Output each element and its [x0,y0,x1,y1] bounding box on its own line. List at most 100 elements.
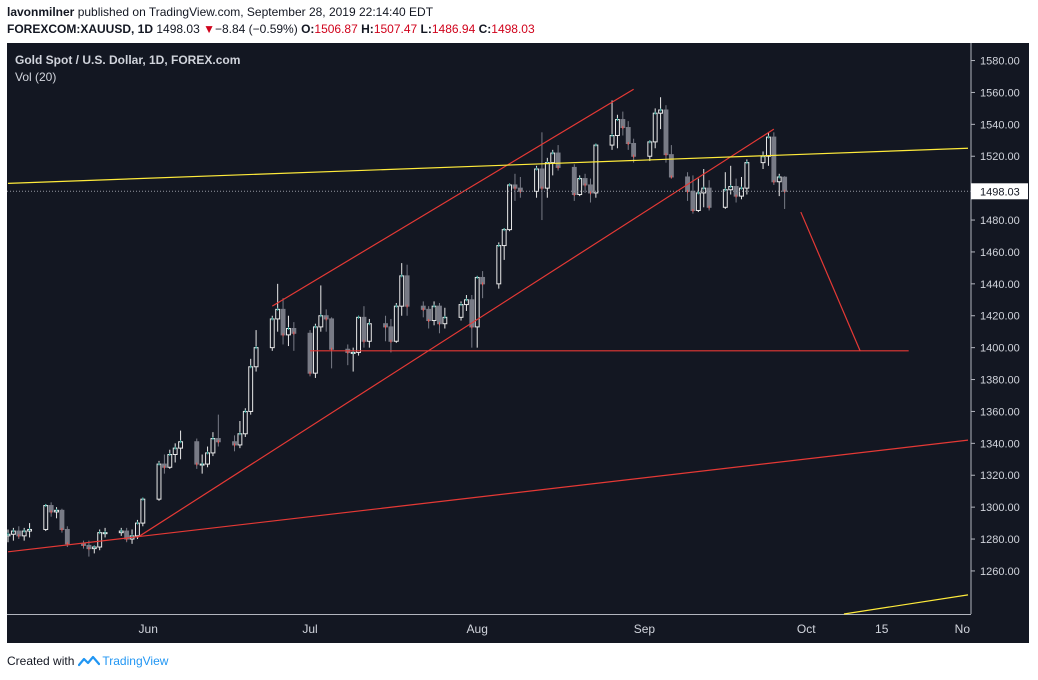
candle [420,301,426,318]
y-tick-label: 1300.00 [980,502,1020,514]
candle [64,526,70,548]
candle-body [647,141,653,157]
tradingview-link[interactable]: TradingView [102,654,169,668]
candle [706,180,712,211]
symbol-label: FOREXCOM:XAUUSD, 1D [7,22,154,36]
candle [86,540,92,557]
candle [248,358,254,415]
candle [625,121,631,150]
candle [156,460,162,501]
candle [620,111,626,136]
trendline-long-term-support[interactable] [7,439,969,553]
candle [463,295,469,311]
candle-body [318,315,324,328]
candle [167,449,173,469]
candle-body [722,189,728,208]
low-label: L: [420,22,432,36]
candle-body [668,154,674,178]
candle [771,132,777,185]
candle-body [134,522,140,537]
price-chart[interactable]: 1260.00 1280.00 1300.00 1320.00 1340.00 1360.… [5,43,1029,643]
x-axis[interactable]: Jun Jul Aug Sep Oct 15 No [7,614,971,637]
candle [588,178,593,203]
candle [361,306,367,348]
candle-body [571,166,577,196]
trendline-upper-channel[interactable] [271,88,634,307]
candle [253,330,259,372]
candle [550,149,556,176]
candle-body [437,305,442,325]
y-tick-label: 1280.00 [980,534,1020,546]
candle [776,173,782,197]
candle [614,114,620,149]
candle [5,529,11,543]
candle [571,164,577,201]
candle [194,438,200,469]
candle [744,159,750,195]
candle [269,315,275,351]
candle [652,108,658,149]
candle-body [501,229,507,247]
candle [318,285,324,332]
ohlc-line: FOREXCOM:XAUUSD, 1D 1498.03 ▼−8.84 (−0.5… [7,21,1027,38]
candle [124,527,130,543]
candle [210,432,216,457]
candle [161,454,167,474]
candle [647,140,653,162]
x-tick-label: Oct [797,622,816,636]
candle-body [97,532,103,548]
candle [690,175,696,214]
candle [442,307,448,329]
candle [496,242,502,289]
candle-body [782,176,788,192]
last-price-label: 1498.03 [980,186,1020,198]
candle-body [426,308,432,322]
low-value: 1486.94 [431,22,476,36]
trendline-yellow-resistance[interactable] [7,147,969,184]
last-price: 1498.03 [156,22,200,36]
trendline-yellow-lower[interactable] [843,594,969,615]
price-change: −8.84 (−0.59%) [214,22,298,36]
chart-canvas[interactable]: 1260.00 1280.00 1300.00 1320.00 1340.00 1360.… [5,43,1029,643]
candle [609,100,615,150]
trendline-lower-channel[interactable] [137,128,775,538]
x-tick-label: Sep [634,622,656,636]
candle-body [43,505,49,530]
candle [345,344,351,366]
candle [507,183,513,232]
candle [242,408,248,437]
y-axis[interactable]: 1260.00 1280.00 1300.00 1320.00 1340.00 1360.… [970,43,1020,614]
candle [458,301,464,321]
candle-body [544,162,550,189]
candle [555,145,561,171]
candle [631,138,637,163]
candle-body [393,305,399,342]
candle-body [361,316,367,342]
candle [10,527,16,541]
candle [307,330,313,377]
candle-body [625,127,631,144]
volume-legend: Vol (20) [15,70,56,84]
candle-body [766,136,771,157]
trendline-projection[interactable] [800,211,861,352]
candle [760,151,766,170]
candle [140,497,146,527]
trendlines[interactable] [7,88,969,615]
x-tick-label: Aug [467,622,488,636]
y-tick-label: 1420.00 [980,311,1020,323]
candle-body [280,308,286,336]
y-tick-label: 1440.00 [980,279,1020,291]
candle-body [744,162,750,189]
author-link[interactable]: lavonmilner [7,5,75,19]
candle [81,540,86,549]
candle-body [695,192,701,211]
candle [286,315,291,347]
candle [733,178,739,203]
candle [291,322,297,351]
y-tick-label: 1480.00 [980,215,1020,227]
candle-body [205,452,210,465]
high-label: H: [361,22,374,36]
candle [663,105,669,163]
candle [215,414,221,447]
y-tick-label: 1260.00 [980,566,1020,578]
